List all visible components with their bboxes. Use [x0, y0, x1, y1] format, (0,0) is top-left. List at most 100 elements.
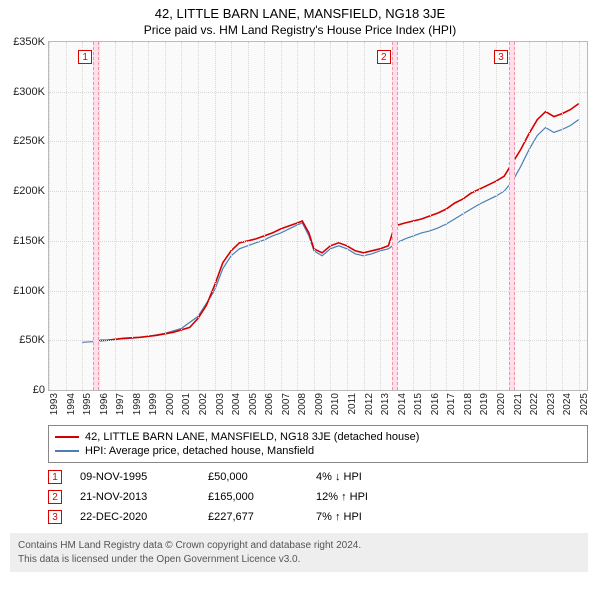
sale-row-hpi: 7% ↑ HPI: [316, 511, 406, 523]
xtick-label: 2006: [264, 393, 275, 421]
legend-box: 42, LITTLE BARN LANE, MANSFIELD, NG18 3J…: [48, 425, 588, 463]
gridline-v: [446, 42, 447, 390]
sale-row-hpi: 12% ↑ HPI: [316, 491, 406, 503]
sale-row-date: 21-NOV-2013: [80, 491, 190, 503]
sales-list: 1 09-NOV-1995 £50,000 4% ↓ HPI 2 21-NOV-2013 £…: [48, 467, 588, 527]
gridline-v: [529, 42, 530, 390]
gridline-v: [413, 42, 414, 390]
legend-label: HPI: Average price, detached house, Mans…: [85, 445, 314, 457]
xtick-label: 2008: [297, 393, 308, 421]
gridline-v: [281, 42, 282, 390]
xtick-label: 2002: [198, 393, 209, 421]
series-line: [96, 104, 579, 341]
ytick-label: £50K: [1, 334, 45, 346]
xtick-label: 2001: [181, 393, 192, 421]
xtick-label: 2024: [562, 393, 573, 421]
gridline-v: [546, 42, 547, 390]
gridline-v: [479, 42, 480, 390]
legend-row: 42, LITTLE BARN LANE, MANSFIELD, NG18 3J…: [55, 430, 581, 444]
xtick-label: 2011: [347, 393, 358, 421]
xtick-label: 2025: [579, 393, 590, 421]
xtick-label: 1995: [82, 393, 93, 421]
gridline-h: [49, 291, 587, 292]
gridline-v: [347, 42, 348, 390]
gridline-h: [49, 92, 587, 93]
gridline-v: [330, 42, 331, 390]
gridline-v: [49, 42, 50, 390]
xtick-label: 2009: [314, 393, 325, 421]
sale-marker-band: [392, 42, 398, 390]
chart-svg: [49, 42, 587, 390]
gridline-v: [115, 42, 116, 390]
xtick-label: 2018: [463, 393, 474, 421]
xtick-label: 2000: [165, 393, 176, 421]
gridline-v: [314, 42, 315, 390]
xtick-label: 2016: [430, 393, 441, 421]
sale-row-price: £50,000: [208, 471, 298, 483]
price-chart: £0£50K£100K£150K£200K£250K£300K£350K1993…: [48, 41, 588, 391]
footer-line-2: This data is licensed under the Open Gov…: [18, 553, 580, 567]
xtick-label: 2017: [446, 393, 457, 421]
footer-note: Contains HM Land Registry data © Crown c…: [10, 533, 588, 572]
sale-row: 3 22-DEC-2020 £227,677 7% ↑ HPI: [48, 507, 588, 527]
sale-marker-tag: 1: [78, 50, 92, 64]
sale-row-tag: 1: [48, 470, 62, 484]
gridline-v: [181, 42, 182, 390]
xtick-label: 2003: [215, 393, 226, 421]
xtick-label: 2021: [513, 393, 524, 421]
sale-row-price: £165,000: [208, 491, 298, 503]
gridline-v: [579, 42, 580, 390]
gridline-v: [264, 42, 265, 390]
page-subtitle: Price paid vs. HM Land Registry's House …: [0, 21, 600, 41]
footer-line-1: Contains HM Land Registry data © Crown c…: [18, 539, 580, 553]
xtick-label: 2010: [330, 393, 341, 421]
sale-marker-band: [93, 42, 99, 390]
gridline-v: [380, 42, 381, 390]
sale-row-date: 09-NOV-1995: [80, 471, 190, 483]
gridline-v: [198, 42, 199, 390]
gridline-v: [215, 42, 216, 390]
ytick-label: £300K: [1, 86, 45, 98]
gridline-v: [562, 42, 563, 390]
ytick-label: £350K: [1, 36, 45, 48]
page-title: 42, LITTLE BARN LANE, MANSFIELD, NG18 3J…: [0, 0, 600, 21]
xtick-label: 2020: [496, 393, 507, 421]
gridline-v: [496, 42, 497, 390]
xtick-label: 2007: [281, 393, 292, 421]
sale-row-price: £227,677: [208, 511, 298, 523]
gridline-v: [231, 42, 232, 390]
sale-marker-band: [509, 42, 515, 390]
ytick-label: £250K: [1, 135, 45, 147]
sale-row-tag: 3: [48, 510, 62, 524]
xtick-label: 2005: [248, 393, 259, 421]
legend-row: HPI: Average price, detached house, Mans…: [55, 444, 581, 458]
sale-row-hpi: 4% ↓ HPI: [316, 471, 406, 483]
xtick-label: 2022: [529, 393, 540, 421]
xtick-label: 1994: [66, 393, 77, 421]
gridline-h: [49, 141, 587, 142]
gridline-v: [132, 42, 133, 390]
sale-marker-tag: 3: [494, 50, 508, 64]
sale-row: 1 09-NOV-1995 £50,000 4% ↓ HPI: [48, 467, 588, 487]
xtick-label: 1993: [49, 393, 60, 421]
legend-swatch: [55, 450, 79, 452]
gridline-h: [49, 340, 587, 341]
gridline-h: [49, 191, 587, 192]
gridline-v: [66, 42, 67, 390]
gridline-v: [430, 42, 431, 390]
gridline-v: [82, 42, 83, 390]
xtick-label: 2014: [397, 393, 408, 421]
gridline-v: [248, 42, 249, 390]
gridline-v: [364, 42, 365, 390]
ytick-label: £150K: [1, 235, 45, 247]
sale-row-date: 22-DEC-2020: [80, 511, 190, 523]
xtick-label: 1999: [148, 393, 159, 421]
xtick-label: 2023: [546, 393, 557, 421]
xtick-label: 2019: [479, 393, 490, 421]
xtick-label: 2012: [364, 393, 375, 421]
ytick-label: £0: [1, 384, 45, 396]
sale-row: 2 21-NOV-2013 £165,000 12% ↑ HPI: [48, 487, 588, 507]
xtick-label: 1998: [132, 393, 143, 421]
gridline-h: [49, 241, 587, 242]
sale-row-tag: 2: [48, 490, 62, 504]
